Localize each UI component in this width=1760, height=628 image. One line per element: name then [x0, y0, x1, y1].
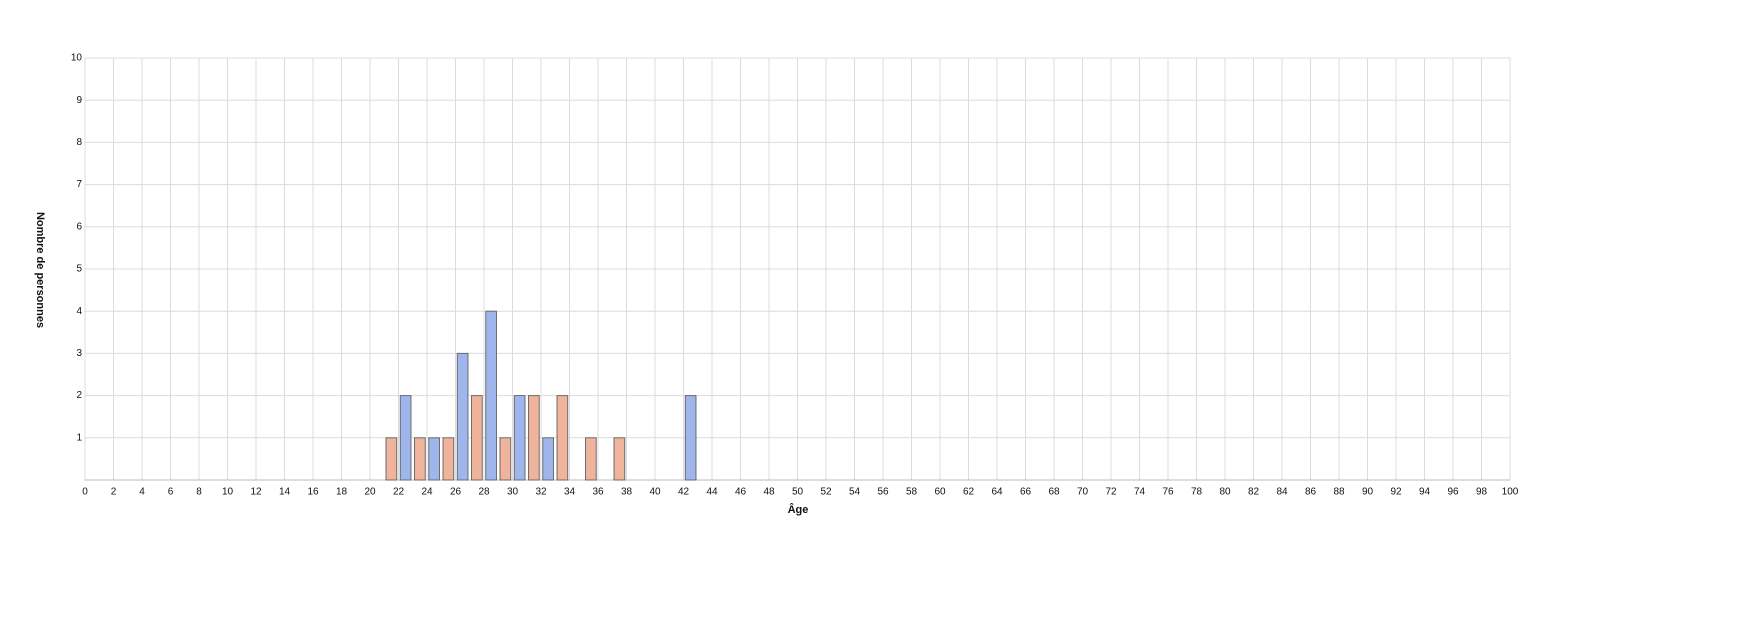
bar — [414, 437, 426, 481]
x-tick-label: 94 — [1419, 487, 1431, 498]
bar — [442, 437, 455, 481]
y-axis-title: Nombre de personnes — [34, 212, 46, 328]
x-tick-label: 52 — [820, 487, 832, 498]
x-tick-label: 8 — [196, 487, 202, 498]
bar — [471, 395, 483, 481]
bar — [528, 395, 540, 481]
x-tick-label: 92 — [1390, 487, 1402, 498]
x-tick-label: 96 — [1447, 487, 1459, 498]
x-tick-label: 0 — [82, 487, 88, 498]
x-tick-label: 36 — [592, 487, 604, 498]
x-tick-label: 60 — [934, 487, 946, 498]
x-tick-label: 46 — [735, 487, 747, 498]
bar — [485, 310, 497, 481]
bar — [399, 395, 412, 481]
bar — [556, 395, 569, 481]
bar — [585, 437, 597, 481]
bar — [456, 352, 469, 481]
x-tick-label: 6 — [168, 487, 174, 498]
bar — [613, 437, 626, 481]
y-tick-label: 8 — [76, 137, 82, 148]
x-tick-label: 24 — [421, 487, 433, 498]
x-tick-label: 88 — [1333, 487, 1345, 498]
x-tick-label: 54 — [849, 487, 861, 498]
x-tick-label: 16 — [307, 487, 319, 498]
x-axis-title: Âge — [788, 503, 809, 516]
bar — [513, 395, 526, 481]
y-tick-label: 2 — [76, 390, 82, 401]
x-tick-label: 44 — [706, 487, 718, 498]
x-tick-label: 84 — [1276, 487, 1288, 498]
y-tick-label: 7 — [76, 179, 82, 190]
x-tick-label: 20 — [364, 487, 376, 498]
x-tick-label: 42 — [678, 487, 690, 498]
y-tick-label: 5 — [76, 264, 82, 275]
x-tick-label: 78 — [1191, 487, 1203, 498]
x-tick-label: 90 — [1362, 487, 1374, 498]
x-tick-label: 22 — [393, 487, 405, 498]
x-tick-label: 14 — [279, 487, 291, 498]
x-tick-label: 76 — [1162, 487, 1174, 498]
x-tick-label: 40 — [649, 487, 661, 498]
x-tick-label: 86 — [1305, 487, 1317, 498]
x-tick-label: 82 — [1248, 487, 1260, 498]
x-tick-label: 56 — [877, 487, 889, 498]
x-tick-label: 74 — [1134, 487, 1146, 498]
y-tick-label: 10 — [71, 53, 83, 64]
x-tick-label: 38 — [621, 487, 633, 498]
x-tick-label: 26 — [450, 487, 462, 498]
x-tick-label: 64 — [991, 487, 1003, 498]
x-tick-label: 98 — [1476, 487, 1488, 498]
bar — [542, 437, 554, 481]
x-tick-label: 32 — [535, 487, 547, 498]
x-tick-label: 50 — [792, 487, 804, 498]
x-tick-label: 72 — [1105, 487, 1117, 498]
x-tick-label: 30 — [507, 487, 519, 498]
x-tick-label: 34 — [564, 487, 576, 498]
x-tick-label: 10 — [222, 487, 234, 498]
bar — [385, 437, 398, 481]
bar — [428, 437, 440, 481]
x-tick-label: 62 — [963, 487, 975, 498]
x-tick-label: 4 — [139, 487, 145, 498]
x-tick-label: 68 — [1048, 487, 1060, 498]
bar — [499, 437, 512, 481]
x-tick-label: 48 — [763, 487, 775, 498]
y-tick-label: 3 — [76, 348, 82, 359]
y-tick-label: 1 — [76, 432, 82, 443]
y-tick-label: 9 — [76, 95, 82, 106]
y-tick-label: 4 — [76, 306, 82, 317]
x-tick-label: 58 — [906, 487, 918, 498]
x-tick-label: 12 — [250, 487, 262, 498]
x-tick-label: 100 — [1502, 487, 1519, 498]
x-tick-label: 28 — [478, 487, 490, 498]
x-tick-label: 2 — [111, 487, 117, 498]
bar — [684, 395, 697, 481]
y-tick-label: 6 — [76, 221, 82, 232]
x-tick-label: 66 — [1020, 487, 1032, 498]
x-tick-label: 80 — [1219, 487, 1231, 498]
x-tick-label: 70 — [1077, 487, 1089, 498]
x-tick-label: 18 — [336, 487, 348, 498]
